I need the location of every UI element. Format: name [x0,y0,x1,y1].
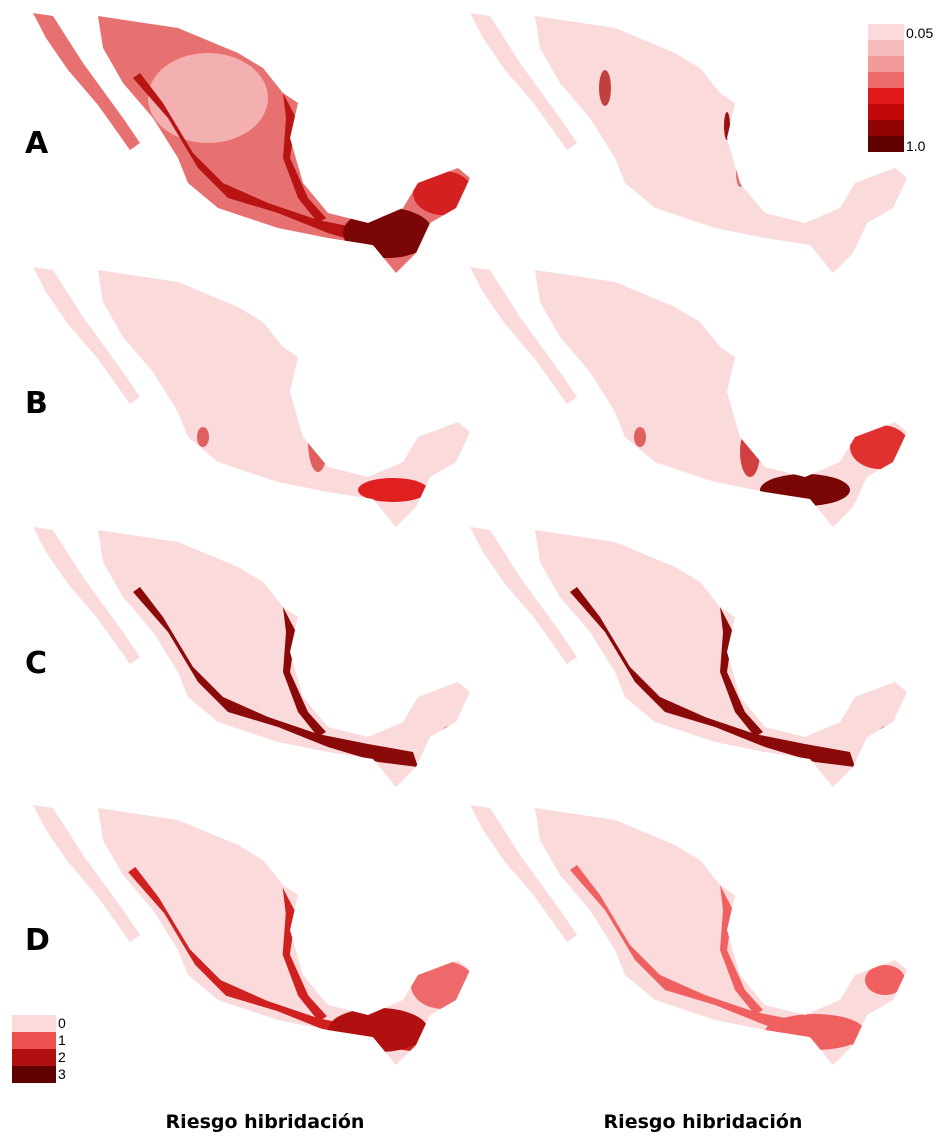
row-label: D [25,923,50,958]
row-label: B [25,386,48,421]
legend-label: 2 [58,1049,66,1065]
map-c-left [33,527,470,787]
map-c-right [470,527,907,787]
row-label: A [25,126,49,161]
map-a-right [470,13,907,273]
legend-discrete: 0 1 2 3 [12,1015,66,1083]
column-label: Riesgo hibridación [604,1111,803,1133]
legend-label: 3 [58,1066,66,1082]
legend-continuous: 0.05 1.0 [868,24,933,154]
legend-label: 1 [58,1032,66,1048]
map-b-left [33,267,470,527]
legend-label: 0.05 [906,25,933,41]
map-d-left [33,805,470,1065]
map-b-right [470,267,907,527]
row-label: C [25,646,47,681]
map-a-left [33,13,470,273]
legend-label: 0 [58,1015,66,1031]
column-label: Riesgo hibridación [166,1111,365,1133]
legend-label: 1.0 [906,138,926,154]
map-d-right [470,805,907,1065]
